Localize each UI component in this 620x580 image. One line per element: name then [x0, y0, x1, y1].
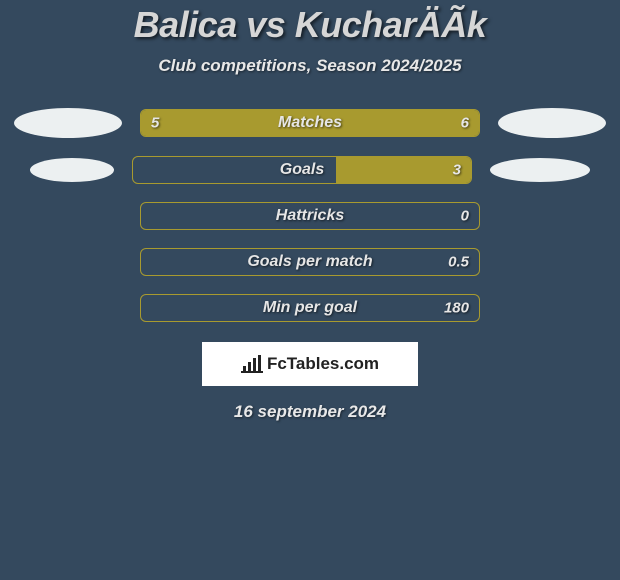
stat-label: Matches: [278, 114, 342, 132]
bar-chart-icon: [241, 355, 263, 373]
page-title: Balica vs KucharÄÃk: [0, 4, 620, 46]
player-left-marker: [14, 108, 122, 138]
stat-label: Goals per match: [247, 253, 372, 271]
stat-row: Goals 3: [0, 156, 620, 184]
stat-row: Goals per match 0.5: [0, 248, 620, 276]
stat-bar: Hattricks 0: [140, 202, 480, 230]
source-logo[interactable]: FcTables.com: [202, 342, 418, 386]
value-right: 180: [444, 300, 469, 317]
player-right-marker: [498, 108, 606, 138]
stat-bar: Goals 3: [132, 156, 472, 184]
comparison-card: Balica vs KucharÄÃk Club competitions, S…: [0, 0, 620, 422]
stat-label: Min per goal: [263, 299, 357, 317]
stat-label: Goals: [280, 161, 324, 179]
value-right: 6: [461, 115, 469, 132]
fill-left: [141, 110, 293, 136]
stat-bar: Min per goal 180: [140, 294, 480, 322]
value-right: 0.5: [448, 254, 469, 271]
stat-label: Hattricks: [276, 207, 344, 225]
stat-row: Hattricks 0: [0, 202, 620, 230]
logo-text: FcTables.com: [267, 354, 379, 374]
player-left-marker: [30, 158, 114, 182]
stats-list: 5 Matches 6 Goals 3 Hattricks 0 Goals per match…: [0, 108, 620, 322]
player-right-marker: [490, 158, 590, 182]
stat-row: Min per goal 180: [0, 294, 620, 322]
value-right: 0: [461, 208, 469, 225]
value-left: 5: [151, 115, 159, 132]
value-right: 3: [453, 162, 461, 179]
date-label: 16 september 2024: [0, 402, 620, 422]
stat-bar: 5 Matches 6: [140, 109, 480, 137]
stat-row: 5 Matches 6: [0, 108, 620, 138]
stat-bar: Goals per match 0.5: [140, 248, 480, 276]
fill-right: [336, 157, 471, 183]
subtitle: Club competitions, Season 2024/2025: [0, 56, 620, 76]
